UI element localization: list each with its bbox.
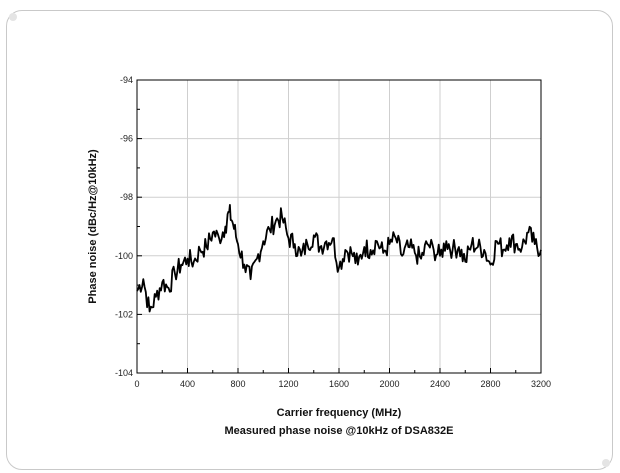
x-tick-label: 2000 [379,379,399,389]
grid-lines [137,80,541,373]
series-line [136,204,542,313]
y-tick-label: -102 [115,309,133,319]
y-tick-label: -96 [120,134,133,144]
x-tick-label: 2800 [480,379,500,389]
y-axis-title: Phase noise (dBc/Hz@10kHz) [87,149,99,304]
x-tick-label: 1600 [329,379,349,389]
y-tick-label: -100 [115,251,133,261]
chart-caption: Measured phase noise @10kHz of DSA832E [225,425,454,437]
x-tick-label: 3200 [531,379,551,389]
y-tick-label: -94 [120,75,133,85]
x-tick-label: 800 [230,379,245,389]
y-tick-label: -98 [120,192,133,202]
corner-decoration [602,459,610,467]
corner-decoration [9,13,17,21]
x-tick-label: 400 [180,379,195,389]
axis-ticks [136,79,542,374]
y-tick-labels: -104 -102 -100 -98 -96 -94 [115,75,133,378]
x-axis-title: Carrier frequency (MHz) [277,407,402,419]
x-tick-label: 0 [134,379,139,389]
x-tick-label: 2400 [430,379,450,389]
x-tick-label: 1200 [278,379,298,389]
y-tick-label: -104 [115,368,133,378]
x-tick-labels: 0 400 800 1200 1600 2000 2400 2800 3200 [134,379,551,389]
